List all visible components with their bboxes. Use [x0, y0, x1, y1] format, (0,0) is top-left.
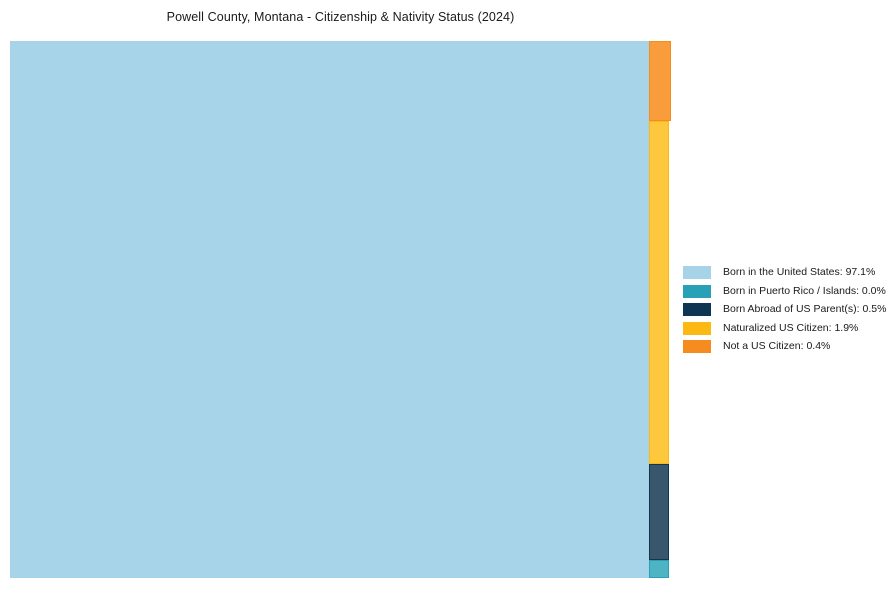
legend-swatch-not-a-us-citizen: [683, 340, 711, 353]
legend-item: Born in the United States: 97.1%: [683, 266, 886, 279]
legend-swatch-born-abroad-of-us-parents: [683, 303, 711, 316]
legend-label: Born in the United States: 97.1%: [723, 266, 876, 278]
treemap-plot: [10, 41, 671, 578]
legend-label: Naturalized US Citizen: 1.9%: [723, 321, 859, 334]
legend-label: Not a US Citizen: 0.4%: [723, 340, 831, 352]
legend-swatch-born-in-united-states: [683, 266, 711, 279]
legend-label: Born in Puerto Rico / Islands: 0.0%: [723, 284, 886, 297]
treemap-block-born-in-united-states: [10, 41, 649, 578]
chart-title: Powell County, Montana - Citizenship & N…: [166, 10, 515, 24]
legend-swatch-naturalized-us-citizen: [683, 321, 711, 335]
treemap-block-naturalized-us-citizen: [649, 121, 669, 464]
chart-legend: Born in the United States: 97.1% Born in…: [683, 266, 886, 359]
legend-item: Born Abroad of US Parent(s): 0.5%: [683, 303, 886, 316]
legend-item: Not a US Citizen: 0.4%: [683, 340, 886, 353]
legend-item: Born in Puerto Rico / Islands: 0.0%: [683, 284, 886, 298]
legend-swatch-born-in-puerto-rico-islands: [683, 284, 711, 298]
treemap-block-not-a-us-citizen: [649, 41, 671, 121]
treemap-block-born-in-puerto-rico-islands: [649, 560, 669, 578]
treemap-block-born-abroad-of-us-parents: [649, 464, 669, 560]
legend-label: Born Abroad of US Parent(s): 0.5%: [723, 303, 887, 315]
legend-item: Naturalized US Citizen: 1.9%: [683, 321, 886, 335]
